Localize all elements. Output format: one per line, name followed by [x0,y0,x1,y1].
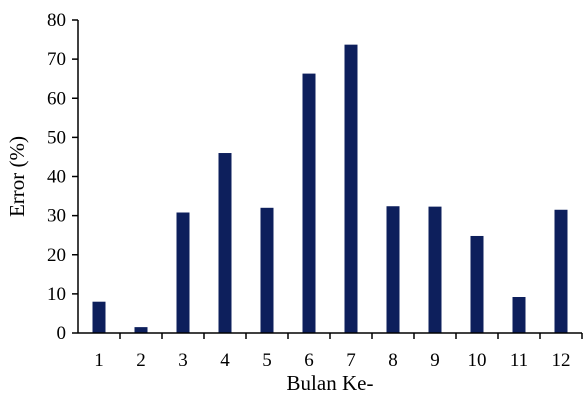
x-tick-label: 1 [94,350,104,371]
bar-month-5 [260,207,274,333]
x-tick-label: 6 [304,350,314,371]
bar-month-1 [92,301,106,333]
y-tick-label: 20 [47,245,66,266]
bars-group [92,44,568,334]
bar-month-12 [554,209,568,333]
y-tick-label: 50 [47,127,66,148]
bar-month-8 [386,206,400,333]
x-axis-title: Bulan Ke- [287,371,374,395]
x-tick-label: 9 [430,350,440,371]
x-tick-label: 5 [262,350,272,371]
bar-month-9 [428,206,442,333]
bar-month-2 [134,327,148,333]
y-tick-label: 30 [47,206,66,227]
x-tick-label: 7 [346,350,356,371]
x-ticks-group: 1 2 3 4 5 6 7 8 9 10 11 12 [94,333,583,371]
x-tick-label: 11 [510,350,528,371]
y-tick-label: 60 [47,88,66,109]
x-tick-label: 8 [388,350,398,371]
y-tick-label: 70 [47,49,66,70]
y-tick-label: 40 [47,167,66,188]
x-tick-label: 3 [178,350,188,371]
x-tick-label: 2 [136,350,146,371]
bar-month-11 [512,297,526,333]
x-tick-label: 10 [468,350,487,371]
y-tick-label: 80 [47,10,66,31]
y-tick-label: 10 [47,284,66,305]
y-tick-label: 0 [57,323,67,344]
axes-group [77,20,582,334]
x-tick-label: 12 [552,350,571,371]
bar-month-7 [344,44,358,334]
y-ticks-group: 0 10 20 30 40 50 60 70 80 [47,10,78,344]
x-tick-label: 4 [220,350,230,371]
y-axis-title: Error (%) [5,136,29,217]
bar-month-10 [470,235,484,333]
bar-month-6 [302,73,316,333]
bar-month-4 [218,153,232,333]
bar-month-3 [176,212,190,333]
